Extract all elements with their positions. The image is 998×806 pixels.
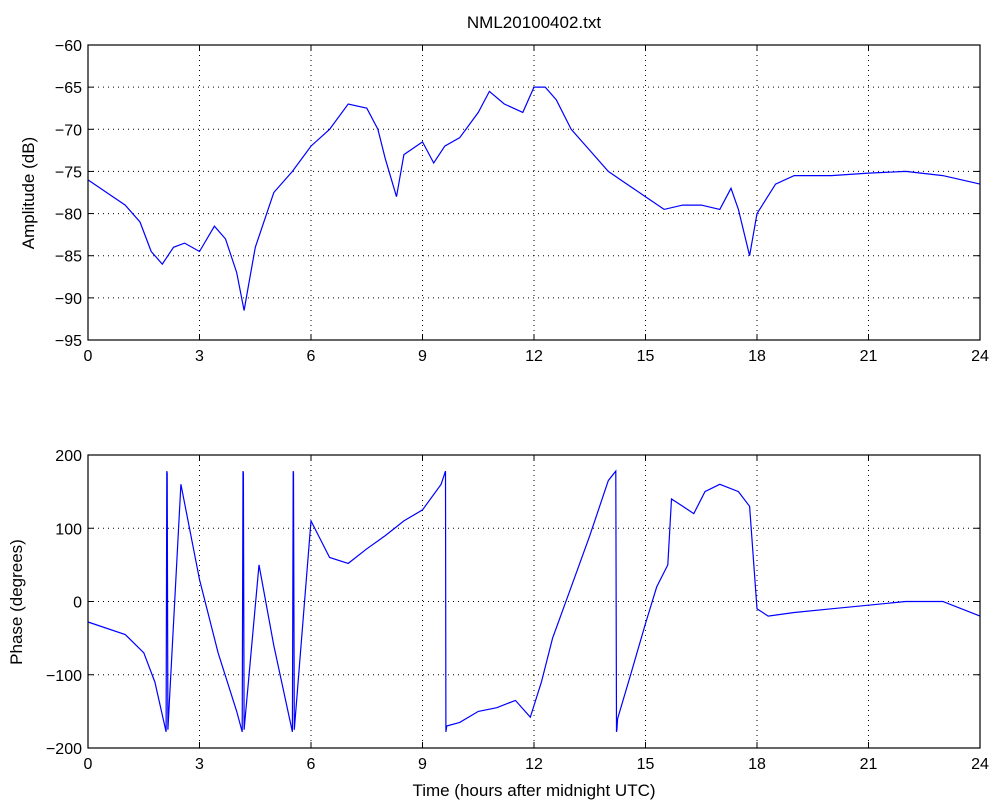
phase-x-tick-label: 24 (971, 756, 989, 773)
amplitude-x-tick-label: 12 (525, 348, 543, 365)
phase-y-axis-label: Phase (degrees) (7, 539, 26, 665)
phase-x-axis-label: Time (hours after midnight UTC) (412, 781, 655, 800)
amplitude-y-axis-label: Amplitude (dB) (19, 137, 38, 249)
amplitude-x-ticks: 0 3 6 9 12 15 18 21 24 (84, 45, 989, 365)
amplitude-x-tick-label: 6 (307, 348, 316, 365)
phase-x-tick-label: 12 (525, 756, 543, 773)
amplitude-x-tick-label: 18 (748, 348, 766, 365)
amplitude-series-line (87, 86, 981, 311)
phase-y-ticks: −200 −100 0 100 200 (46, 448, 980, 758)
phase-y-tick-label: −100 (46, 668, 82, 685)
amplitude-x-tick-label: 24 (971, 348, 989, 365)
phase-y-tick-label: 100 (55, 521, 82, 538)
amplitude-grid (88, 45, 980, 340)
amplitude-y-tick-label: −95 (55, 333, 82, 350)
amplitude-y-tick-label: −60 (55, 38, 82, 55)
amplitude-x-tick-label: 21 (860, 348, 878, 365)
phase-series-line (87, 469, 981, 733)
phase-x-tick-label: 18 (748, 756, 766, 773)
amplitude-y-tick-label: −85 (55, 249, 82, 266)
amplitude-x-tick-label: 9 (418, 348, 427, 365)
amplitude-y-ticks: −95 −90 −85 −80 −75 −70 −65 −60 (55, 38, 980, 350)
figure-title: NML20100402.txt (467, 13, 601, 32)
phase-grid (88, 455, 980, 748)
phase-x-tick-label: 15 (637, 756, 655, 773)
phase-y-tick-label: 200 (55, 448, 82, 465)
phase-x-tick-label: 9 (418, 756, 427, 773)
phase-x-tick-label: 3 (195, 756, 204, 773)
amplitude-y-tick-label: −65 (55, 80, 82, 97)
phase-x-tick-label: 0 (84, 756, 93, 773)
phase-y-tick-label: −200 (46, 741, 82, 758)
phase-y-tick-label: 0 (73, 595, 82, 612)
amplitude-chart: 0 3 6 9 12 15 18 21 24 −95−90−85−80−75−70−65−60 … (19, 38, 989, 365)
amplitude-x-tick-label: 3 (195, 348, 204, 365)
phase-x-ticks: 0 3 6 9 12 15 18 21 24 (84, 455, 989, 773)
phase-x-tick-label: 21 (860, 756, 878, 773)
amplitude-x-tick-label: 0 (84, 348, 93, 365)
amplitude-y-tick-label: −70 (55, 122, 82, 139)
phase-x-tick-label: 6 (307, 756, 316, 773)
amplitude-x-tick-label: 15 (637, 348, 655, 365)
amplitude-y-tick-label: −90 (55, 291, 82, 308)
amplitude-y-tick-label: −80 (55, 207, 82, 224)
phase-chart: 0 3 6 9 12 15 18 21 24 −200 −100 0 100 200 Phase (de… (7, 448, 989, 800)
amplitude-y-tick-label: −75 (55, 164, 82, 181)
